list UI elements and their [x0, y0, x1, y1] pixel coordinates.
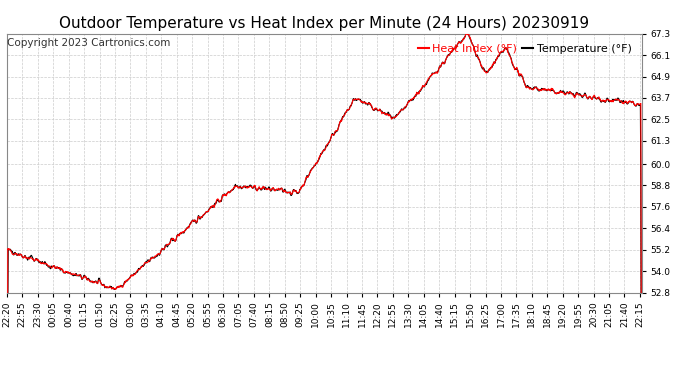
Text: Copyright 2023 Cartronics.com: Copyright 2023 Cartronics.com [7, 38, 170, 48]
Legend: Heat Index (°F), Temperature (°F): Heat Index (°F), Temperature (°F) [413, 39, 636, 58]
Title: Outdoor Temperature vs Heat Index per Minute (24 Hours) 20230919: Outdoor Temperature vs Heat Index per Mi… [59, 16, 589, 31]
